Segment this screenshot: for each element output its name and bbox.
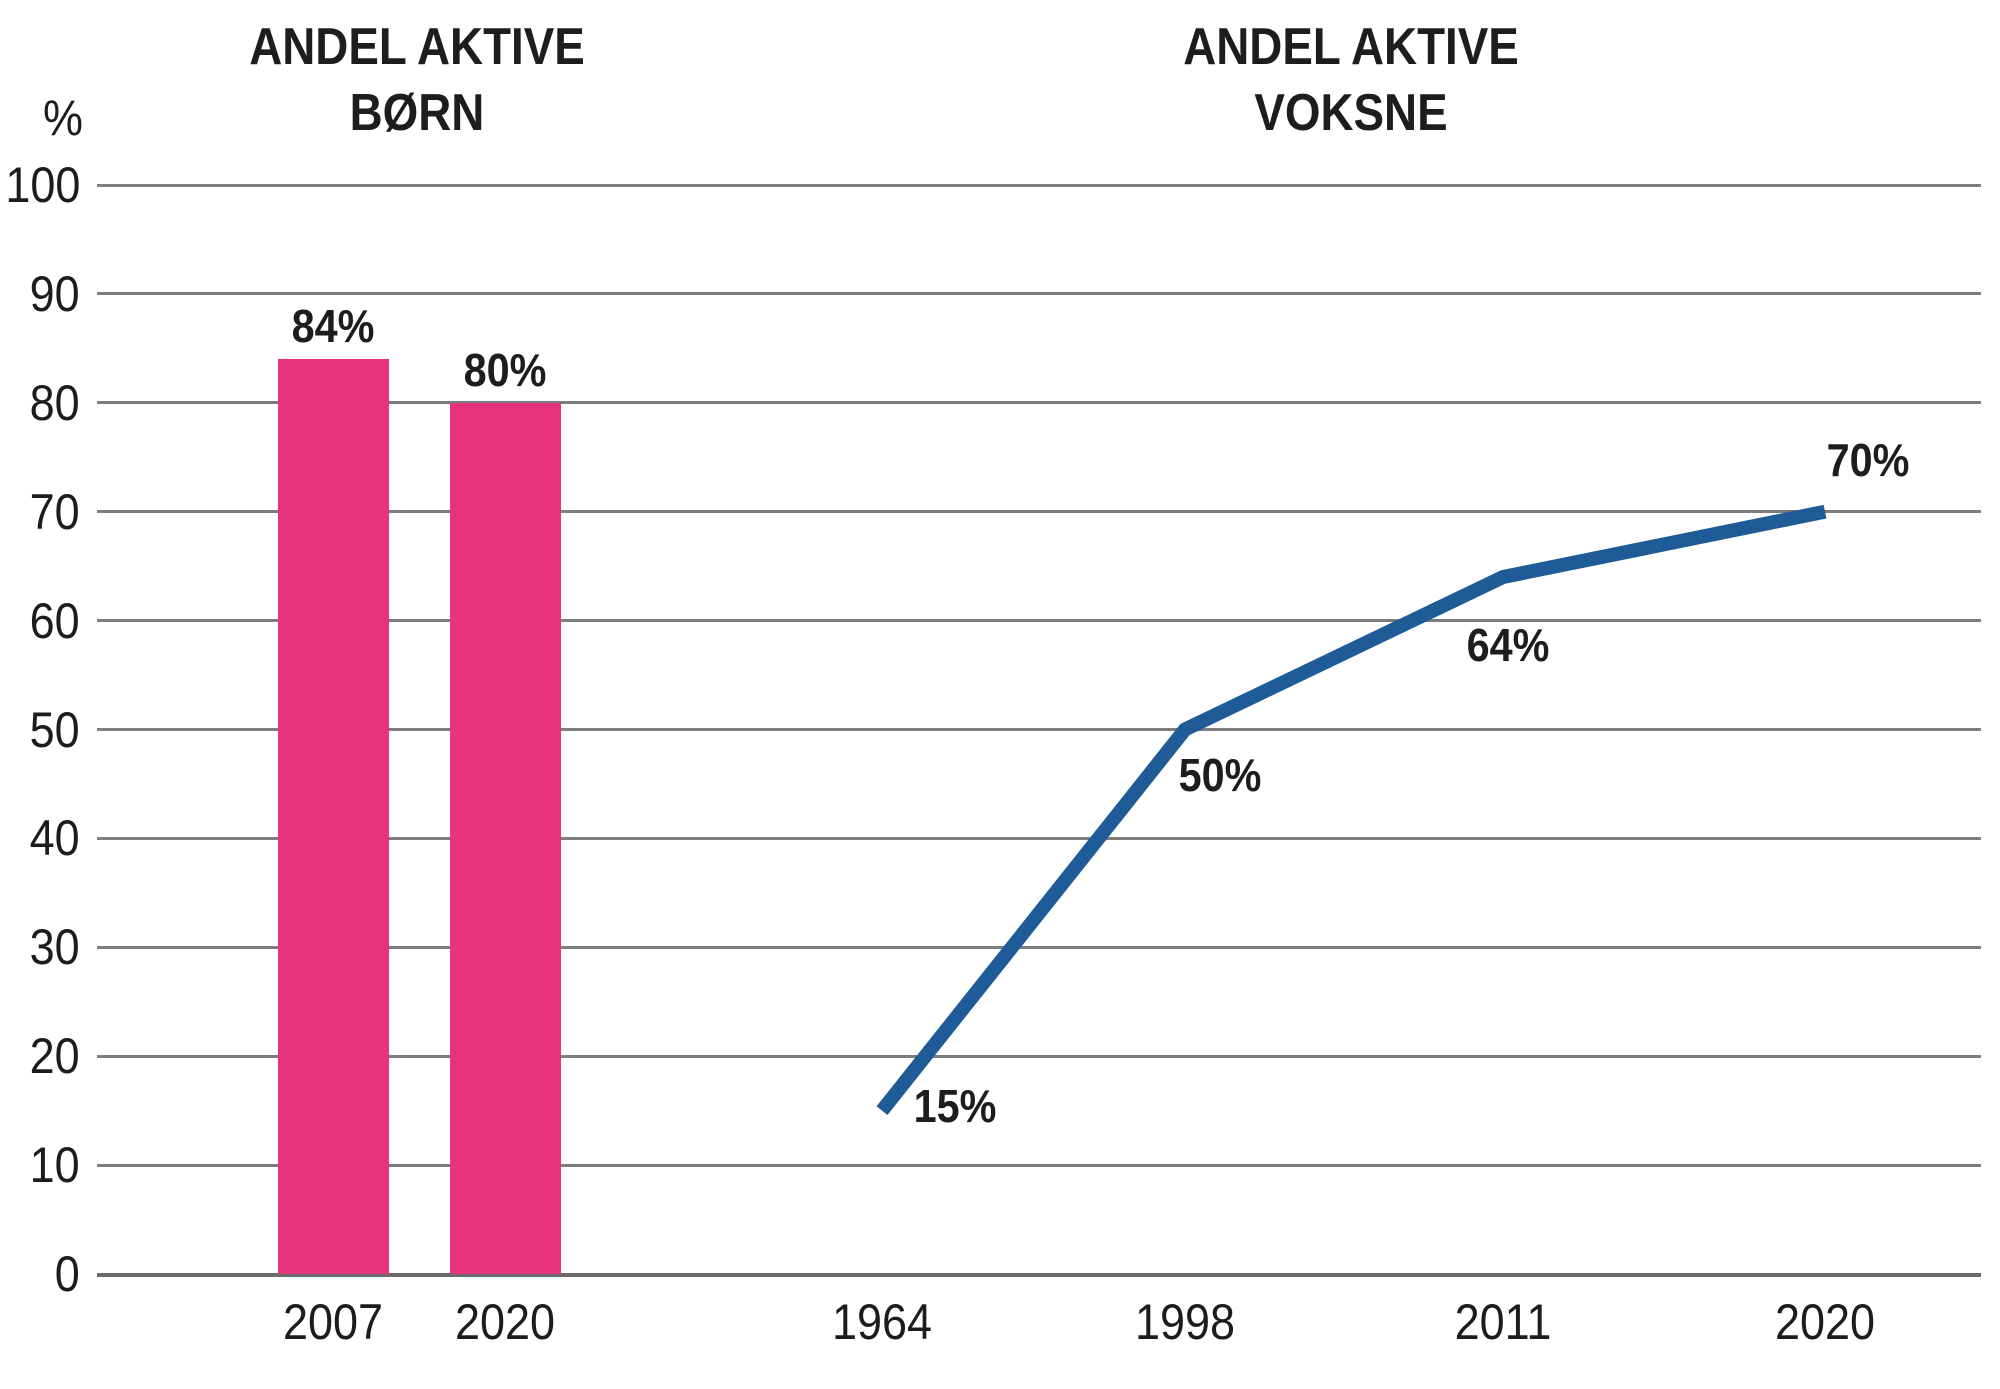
line-chart-title-line2: VOKSNE bbox=[1254, 84, 1448, 142]
gridline-10 bbox=[97, 1163, 1981, 1167]
line-chart-title-line1: ANDEL AKTIVE bbox=[1183, 18, 1519, 76]
y-tick-label-100: 100 bbox=[4, 157, 80, 213]
bar-value-label-2020: 80% bbox=[463, 343, 547, 396]
y-tick-label-70: 70 bbox=[29, 483, 80, 540]
gridline-20 bbox=[97, 1054, 1981, 1058]
x-tick-label-line-2020: 2020 bbox=[1774, 1294, 1876, 1350]
bar-value-label-2007: 84% bbox=[291, 300, 375, 353]
x-tick-label-bar-2007: 2007 bbox=[282, 1294, 384, 1350]
y-tick-label-20: 20 bbox=[29, 1028, 80, 1085]
line-path bbox=[876, 504, 1827, 1116]
x-tick-label-line-1998: 1998 bbox=[1134, 1294, 1236, 1350]
line-value-label-2020: 70% bbox=[1826, 433, 1910, 486]
gridline-60 bbox=[97, 619, 1981, 623]
line-value-label-1998: 50% bbox=[1178, 748, 1262, 801]
bar-chart-title-line2: BØRN bbox=[349, 84, 485, 142]
y-tick-label-40: 40 bbox=[29, 810, 80, 867]
gridline-30 bbox=[97, 945, 1981, 949]
bar-chart-title: ANDEL AKTIVE BØRN bbox=[249, 14, 585, 146]
gridline-50 bbox=[97, 728, 1981, 731]
x-tick-label-line-1964: 1964 bbox=[831, 1294, 933, 1350]
line-chart-title: ANDEL AKTIVE VOKSNE bbox=[1183, 14, 1519, 146]
y-tick-label-80: 80 bbox=[29, 374, 80, 431]
y-tick-label-30: 30 bbox=[29, 919, 80, 976]
x-tick-label-line-2011: 2011 bbox=[1454, 1294, 1552, 1350]
line-value-label-2011: 64% bbox=[1466, 619, 1550, 672]
y-tick-label-0: 0 bbox=[54, 1246, 80, 1302]
gridline-0 bbox=[97, 1272, 1981, 1277]
y-tick-label-60: 60 bbox=[29, 592, 80, 649]
gridline-90 bbox=[97, 292, 1981, 296]
gridline-80 bbox=[97, 401, 1981, 405]
x-tick-label-bar-2020: 2020 bbox=[454, 1294, 556, 1350]
line-value-label-1964: 15% bbox=[913, 1079, 997, 1132]
y-tick-label-90: 90 bbox=[29, 265, 80, 322]
y-axis-unit-label: % bbox=[42, 90, 84, 146]
y-tick-label-50: 50 bbox=[29, 701, 80, 758]
y-tick-label-10: 10 bbox=[29, 1137, 80, 1194]
bar-2007 bbox=[277, 359, 389, 1274]
gridline-100 bbox=[97, 183, 1981, 187]
bar-2020 bbox=[449, 402, 561, 1274]
bar-chart-title-line1: ANDEL AKTIVE bbox=[249, 18, 585, 76]
gridline-70 bbox=[97, 510, 1981, 514]
gridline-40 bbox=[97, 836, 1981, 840]
